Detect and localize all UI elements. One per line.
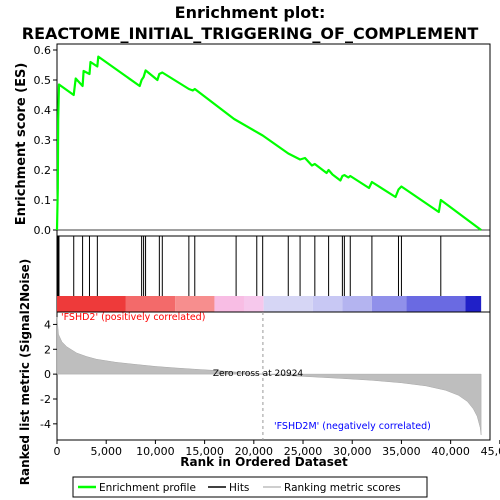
rank-heatmap-segment <box>57 296 126 312</box>
rank-y-tick-label: 0 <box>44 368 51 381</box>
x-tick-label: 10,000 <box>136 445 175 458</box>
legend-box <box>72 476 428 498</box>
legend-metric-label: Ranking metric scores <box>284 482 401 494</box>
rank-heatmap-segment <box>125 296 176 312</box>
rank-y-tick-label: 4 <box>44 318 51 331</box>
rank-heatmap-segment <box>312 296 343 312</box>
x-tick-label: 5,000 <box>90 445 122 458</box>
rank-panel: -4 -2 0 2 4 0 5,000 10,000 15,000 20,000 25,000 30,… <box>40 311 500 458</box>
es-plot-frame <box>56 43 491 237</box>
hits-panel <box>56 235 491 313</box>
chart-title-line2: REACTOME_INITIAL_TRIGGERING_OF_COMPLEMEN… <box>22 24 479 43</box>
x-tick-label: 0 <box>54 445 61 458</box>
x-tick-label: 30,000 <box>333 445 372 458</box>
rank-y-tick-label: 2 <box>44 343 51 356</box>
es-y-tick-label: 0.0 <box>34 224 52 237</box>
es-panel: 0.0 0.1 0.2 0.3 0.4 0.5 0.6 <box>34 43 491 237</box>
x-axis-label: Rank in Ordered Dataset <box>180 455 348 469</box>
x-tick-label: 25,000 <box>284 445 323 458</box>
enrichment-profile-line <box>55 55 482 231</box>
rank-heatmap-segment <box>371 296 407 312</box>
x-tick-label: 15,000 <box>185 445 224 458</box>
rank-heatmap-segment <box>175 296 215 312</box>
rank-heatmap-segment <box>465 296 482 312</box>
es-y-axis-label: Enrichment score (ES) <box>14 63 29 226</box>
negative-label: 'FSHD2M' (negatively correlated) <box>274 421 431 432</box>
x-tick-label: 35,000 <box>382 445 421 458</box>
es-y-tick-label: 0.4 <box>34 104 52 117</box>
es-y-tick-label: 0.5 <box>34 74 52 87</box>
rank-heatmap-segment <box>406 296 466 312</box>
rank-heatmap-segment <box>243 296 264 312</box>
rank-y-axis-label: Ranked list metric (Signal2Noise) <box>18 259 32 486</box>
x-tick-label: 20,000 <box>235 445 274 458</box>
rank-y-tick-label: -4 <box>40 418 51 431</box>
x-tick-label: 40,000 <box>431 445 470 458</box>
positive-label: 'FSHD2' (positively correlated) <box>61 312 205 323</box>
rank-heatmap-segment <box>263 296 313 312</box>
es-y-tick-label: 0.1 <box>34 194 52 207</box>
chart-title-line1: Enrichment plot: <box>175 3 326 22</box>
zero-cross-label: Zero cross at 20924 <box>213 369 304 379</box>
x-tick-label: 45,000 <box>481 445 500 458</box>
legend-hits-label: Hits <box>229 482 249 494</box>
legend-es-label: Enrichment profile <box>99 482 196 494</box>
rank-heatmap-segment <box>214 296 244 312</box>
rank-y-tick-label: -2 <box>40 393 51 406</box>
es-y-tick-label: 0.6 <box>34 44 52 57</box>
es-y-tick-label: 0.2 <box>34 164 52 177</box>
es-y-tick-label: 0.3 <box>34 134 52 147</box>
rank-heatmap-segment <box>342 296 372 312</box>
legend: Enrichment profile Hits Ranking metric s… <box>72 476 428 498</box>
